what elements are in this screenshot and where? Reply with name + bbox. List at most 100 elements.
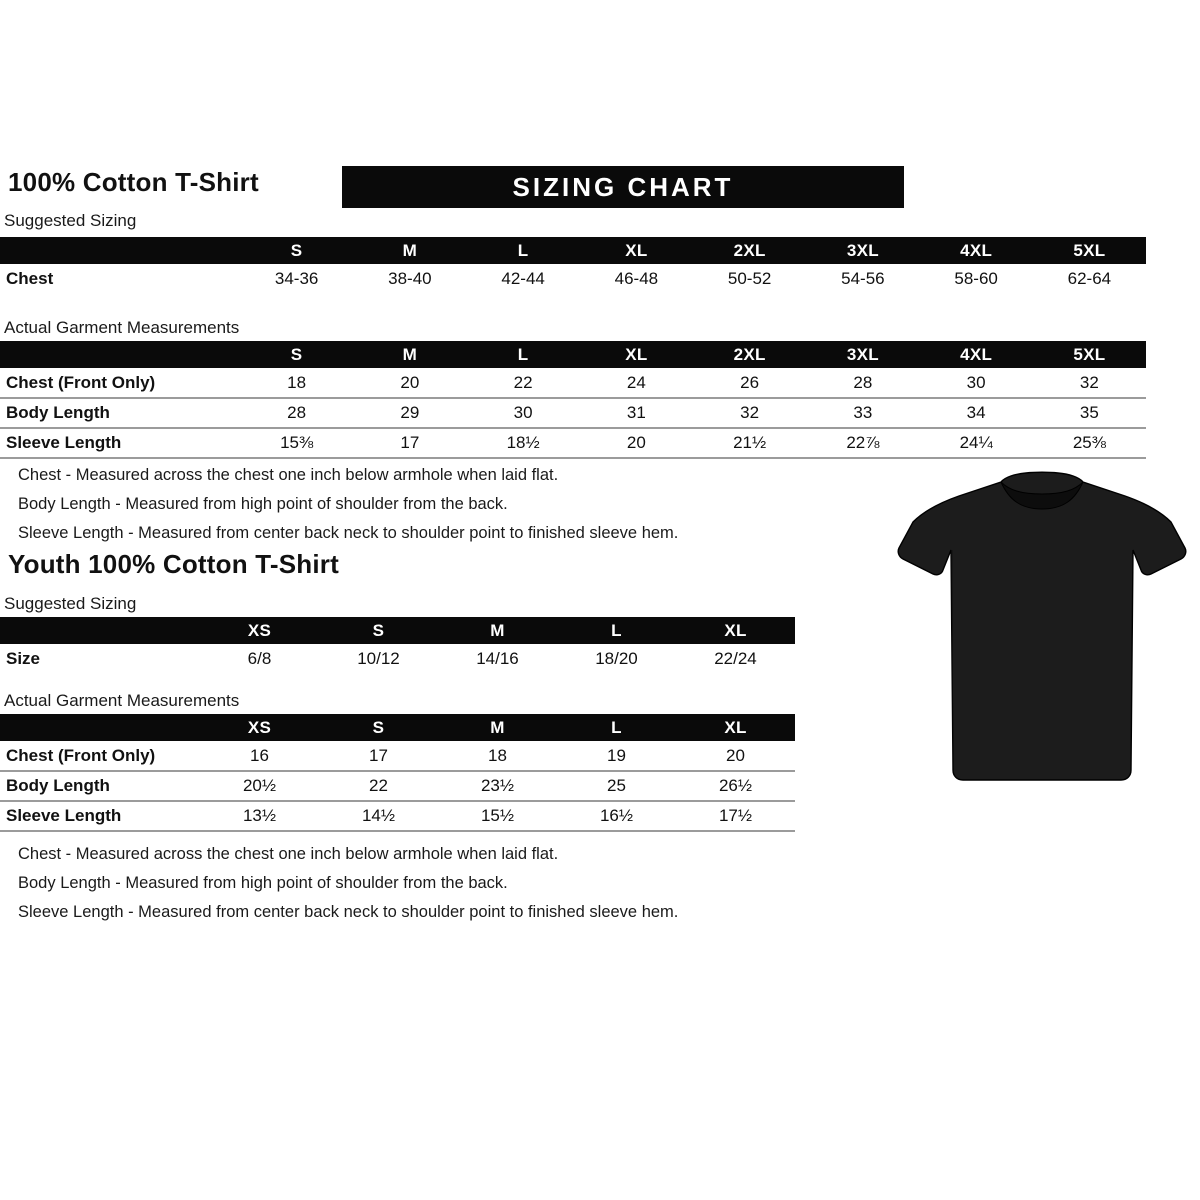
column-header-size-2xl: 2XL — [733, 344, 766, 364]
column-header-size-xl: XL — [724, 620, 747, 640]
note-line: Sleeve Length - Measured from center bac… — [18, 524, 679, 542]
adult-suggested-sizing-label: Suggested Sizing — [4, 211, 137, 230]
measurement-cell: 18/20 — [595, 649, 638, 668]
youth-measurement-notes: Chest - Measured across the chest one in… — [18, 840, 678, 927]
measurement-cell: 19 — [607, 745, 626, 765]
measurement-cell: 31 — [579, 397, 693, 428]
youth-suggested-sizing-label: Suggested Sizing — [4, 594, 137, 613]
note-line: Chest - Measured across the chest one in… — [18, 845, 559, 863]
table-header-row: S M L XL 2XL 3XL 4XL 5XL — [0, 341, 1146, 368]
row-label: Chest — [6, 269, 54, 288]
measurement-cell: 16½ — [557, 800, 676, 832]
column-header-rowlabel — [0, 617, 200, 644]
row-label: Body Length — [0, 770, 200, 801]
row-label: Size — [6, 649, 41, 668]
measurement-cell: 28 — [853, 372, 873, 392]
measurement-cell: 22⅞ — [806, 427, 920, 459]
column-header-size-l: L — [517, 240, 529, 260]
column-header-rowlabel — [0, 341, 240, 368]
measurement-cell: 24¼ — [919, 427, 1033, 459]
measurement-cell: 18½ — [466, 427, 580, 459]
column-header-size-2xl: 2XL — [733, 240, 766, 260]
adult-actual-measurements-table: S M L XL 2XL 3XL 4XL 5XL Chest (Front Only) 18 20 2… — [0, 341, 1146, 459]
adult-actual-measurements-label: Actual Garment Measurements — [4, 318, 240, 337]
measurement-cell: 33 — [806, 397, 920, 428]
measurement-cell: 29 — [353, 397, 467, 428]
measurement-cell: 26½ — [676, 770, 795, 801]
measurement-cell: 26 — [740, 372, 760, 392]
column-header-size-xl: XL — [724, 717, 747, 737]
row-label: Sleeve Length — [0, 427, 240, 459]
table-row: Sleeve Length 13½ 14½ 15½ 16½ 17½ — [0, 800, 795, 832]
measurement-cell: 25 — [557, 770, 676, 801]
measurement-cell: 22 — [513, 372, 533, 392]
table-row: Chest 34-36 38-40 42-44 46-48 50-52 54-56 58-60… — [0, 264, 1146, 294]
table-row: Sleeve Length 15⅜ 17 18½ 20 21½ 22⅞ 24¼ 25⅜ — [0, 427, 1146, 459]
sizing-chart-banner: SIZING CHART — [342, 166, 904, 208]
measurement-cell: 20½ — [200, 770, 319, 801]
measurement-cell: 25⅜ — [1032, 427, 1146, 459]
column-header-size-s: S — [372, 620, 385, 640]
column-header-rowlabel — [0, 237, 240, 264]
column-header-size-xl: XL — [625, 344, 648, 364]
column-header-size-s: S — [290, 240, 303, 260]
column-header-size-3xl: 3XL — [846, 240, 879, 260]
row-label: Sleeve Length — [0, 800, 200, 832]
measurement-cell: 30 — [966, 372, 986, 392]
measurement-cell: 17 — [353, 427, 467, 459]
measurement-cell: 17 — [369, 745, 388, 765]
measurement-cell: 35 — [1032, 397, 1146, 428]
column-header-size-xs: XS — [247, 717, 272, 737]
table-row: Chest (Front Only) 18 20 22 24 26 28 30 32 — [0, 368, 1146, 398]
youth-section-title: Youth 100% Cotton T-Shirt — [8, 549, 339, 579]
measurement-cell: 10/12 — [357, 649, 400, 668]
measurement-cell: 46-48 — [614, 269, 659, 288]
column-header-size-s: S — [372, 717, 385, 737]
measurement-cell: 34-36 — [274, 269, 319, 288]
adult-measurement-notes: Chest - Measured across the chest one in… — [18, 461, 678, 548]
column-header-size-l: L — [517, 344, 529, 364]
column-header-size-xs: XS — [247, 620, 272, 640]
row-label: Chest (Front Only) — [6, 745, 156, 765]
measurement-cell: 38-40 — [388, 269, 432, 288]
measurement-cell: 17½ — [676, 800, 795, 832]
measurement-cell: 34 — [919, 397, 1033, 428]
measurement-cell: 20 — [726, 745, 745, 765]
row-label: Body Length — [0, 397, 240, 428]
measurement-cell: 54-56 — [841, 269, 885, 288]
adult-section-title: 100% Cotton T-Shirt — [8, 167, 259, 197]
measurement-cell: 23½ — [438, 770, 557, 801]
youth-actual-measurements-label: Actual Garment Measurements — [4, 691, 240, 710]
column-header-rowlabel — [0, 714, 200, 741]
table-header-row: S M L XL 2XL 3XL 4XL 5XL — [0, 237, 1146, 264]
measurement-cell: 6/8 — [247, 649, 272, 668]
note-line: Body Length - Measured from high point o… — [18, 495, 508, 513]
table-row: Body Length 28 29 30 31 32 33 34 35 — [0, 397, 1146, 428]
measurement-cell: 24 — [626, 372, 646, 392]
column-header-size-m: M — [402, 344, 418, 364]
column-header-size-4xl: 4XL — [960, 240, 993, 260]
column-header-size-s: S — [290, 344, 303, 364]
table-header-row: XS S M L XL — [0, 617, 795, 644]
measurement-cell: 14½ — [319, 800, 438, 832]
column-header-size-m: M — [490, 620, 505, 640]
measurement-cell: 30 — [466, 397, 580, 428]
measurement-cell: 58-60 — [954, 269, 998, 288]
adult-suggested-sizing-table: S M L XL 2XL 3XL 4XL 5XL Chest 34-36 38-40 42-44 46-… — [0, 237, 1146, 294]
column-header-size-m: M — [490, 717, 505, 737]
measurement-cell: 15½ — [438, 800, 557, 832]
column-header-size-3xl: 3XL — [846, 344, 879, 364]
column-header-size-xl: XL — [625, 240, 648, 260]
measurement-cell: 18 — [488, 745, 507, 765]
column-header-size-4xl: 4XL — [960, 344, 993, 364]
column-header-size-5xl: 5XL — [1073, 240, 1106, 260]
column-header-size-5xl: 5XL — [1073, 344, 1106, 364]
note-line: Sleeve Length - Measured from center bac… — [18, 903, 679, 921]
column-header-size-l: L — [611, 620, 622, 640]
sizing-chart-banner-text: SIZING CHART — [512, 171, 734, 202]
note-line: Chest - Measured across the chest one in… — [18, 466, 559, 484]
table-row: Chest (Front Only) 16 17 18 19 20 — [0, 741, 795, 771]
measurement-cell: 42-44 — [501, 269, 545, 288]
youth-actual-measurements-table: XS S M L XL Chest (Front Only) 16 17 18 19 20 Body … — [0, 714, 795, 832]
measurement-cell: 32 — [693, 397, 807, 428]
